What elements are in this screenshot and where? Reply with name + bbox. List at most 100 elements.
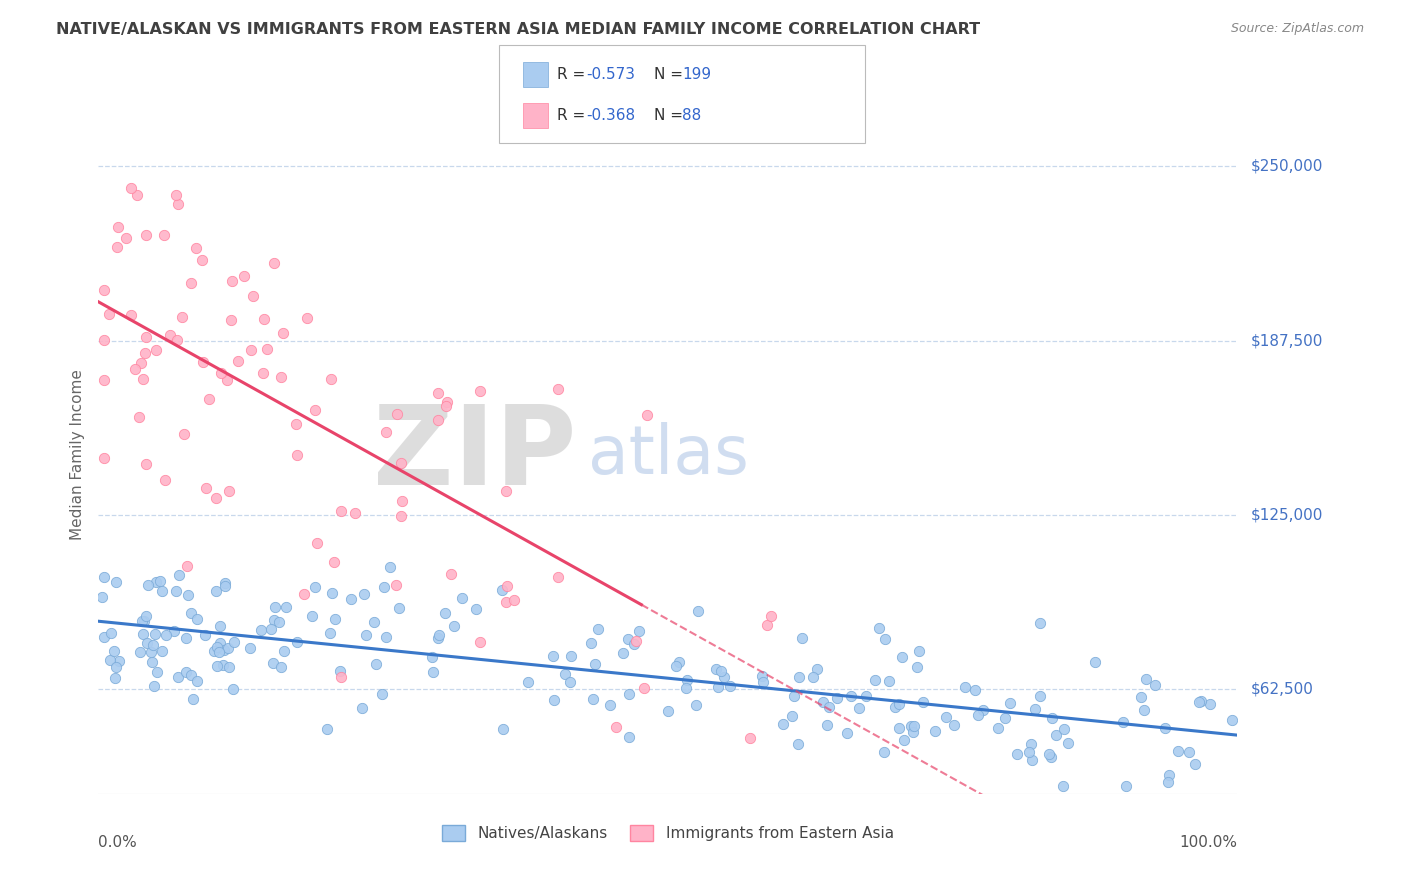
Point	[191, 252, 214, 267]
Point	[149, 574, 172, 588]
Point	[718, 679, 741, 693]
Point	[626, 634, 648, 648]
Point	[174, 632, 197, 646]
Point	[890, 650, 912, 665]
Point	[427, 631, 450, 645]
Point	[167, 670, 190, 684]
Point	[1188, 695, 1211, 709]
Point	[218, 641, 240, 656]
Point	[204, 491, 226, 505]
Text: -0.368: -0.368	[586, 109, 636, 123]
Point	[1133, 703, 1156, 717]
Point	[1052, 779, 1074, 793]
Point	[184, 241, 207, 255]
Point	[214, 579, 236, 593]
Point	[967, 707, 990, 722]
Point	[129, 356, 152, 370]
Point	[176, 559, 198, 574]
Point	[132, 372, 155, 386]
Point	[163, 624, 186, 638]
Point	[104, 671, 127, 685]
Point	[581, 636, 603, 650]
Point	[323, 555, 346, 569]
Point	[1157, 767, 1180, 781]
Point	[107, 219, 129, 234]
Point	[285, 634, 308, 648]
Point	[391, 494, 413, 508]
Point	[375, 630, 398, 644]
Point	[675, 681, 697, 695]
Point	[329, 664, 352, 678]
Point	[135, 329, 157, 343]
Point	[547, 383, 569, 397]
Point	[972, 703, 994, 717]
Point	[780, 709, 803, 723]
Point	[136, 578, 159, 592]
Point	[180, 607, 202, 621]
Point	[150, 644, 173, 658]
Point	[174, 665, 197, 679]
Point	[1029, 689, 1052, 703]
Point	[868, 622, 890, 636]
Point	[427, 628, 450, 642]
Point	[222, 635, 245, 649]
Point	[633, 681, 655, 696]
Point	[385, 577, 408, 591]
Point	[186, 673, 208, 688]
Point	[343, 506, 366, 520]
Point	[422, 665, 444, 679]
Point	[330, 670, 353, 684]
Point	[434, 399, 457, 413]
Point	[1029, 615, 1052, 630]
Point	[863, 673, 886, 688]
Text: 88: 88	[682, 109, 702, 123]
Point	[177, 588, 200, 602]
Point	[558, 675, 581, 690]
Point	[783, 689, 806, 703]
Point	[167, 197, 190, 211]
Point	[180, 668, 202, 682]
Point	[436, 394, 458, 409]
Text: Source: ZipAtlas.com: Source: ZipAtlas.com	[1230, 22, 1364, 36]
Point	[675, 673, 697, 687]
Point	[1053, 722, 1076, 736]
Point	[1039, 750, 1062, 764]
Point	[1135, 672, 1157, 686]
Point	[273, 643, 295, 657]
Point	[207, 640, 229, 654]
Point	[889, 721, 911, 735]
Point	[173, 427, 195, 442]
Point	[665, 659, 688, 673]
Text: $62,500: $62,500	[1251, 681, 1315, 697]
Point	[120, 181, 142, 195]
Point	[129, 644, 152, 658]
Point	[426, 385, 449, 400]
Point	[270, 660, 292, 674]
Point	[901, 725, 924, 739]
Point	[877, 673, 900, 688]
Point	[212, 643, 235, 657]
Point	[848, 701, 870, 715]
Point	[875, 632, 897, 646]
Point	[1019, 737, 1042, 751]
Point	[1038, 747, 1060, 762]
Point	[135, 608, 157, 623]
Point	[1144, 678, 1167, 692]
Point	[468, 635, 491, 649]
Point	[204, 644, 226, 658]
Point	[1024, 702, 1046, 716]
Point	[124, 362, 146, 376]
Point	[495, 594, 517, 608]
Point	[837, 725, 859, 739]
Legend: Natives/Alaskans, Immigrants from Eastern Asia: Natives/Alaskans, Immigrants from Easter…	[436, 819, 900, 847]
Point	[1045, 727, 1067, 741]
Point	[353, 587, 375, 601]
Point	[232, 269, 254, 284]
Point	[292, 587, 315, 601]
Point	[215, 373, 238, 387]
Point	[330, 504, 353, 518]
Point	[1178, 745, 1201, 759]
Point	[253, 311, 276, 326]
Point	[905, 660, 928, 674]
Point	[841, 689, 863, 703]
